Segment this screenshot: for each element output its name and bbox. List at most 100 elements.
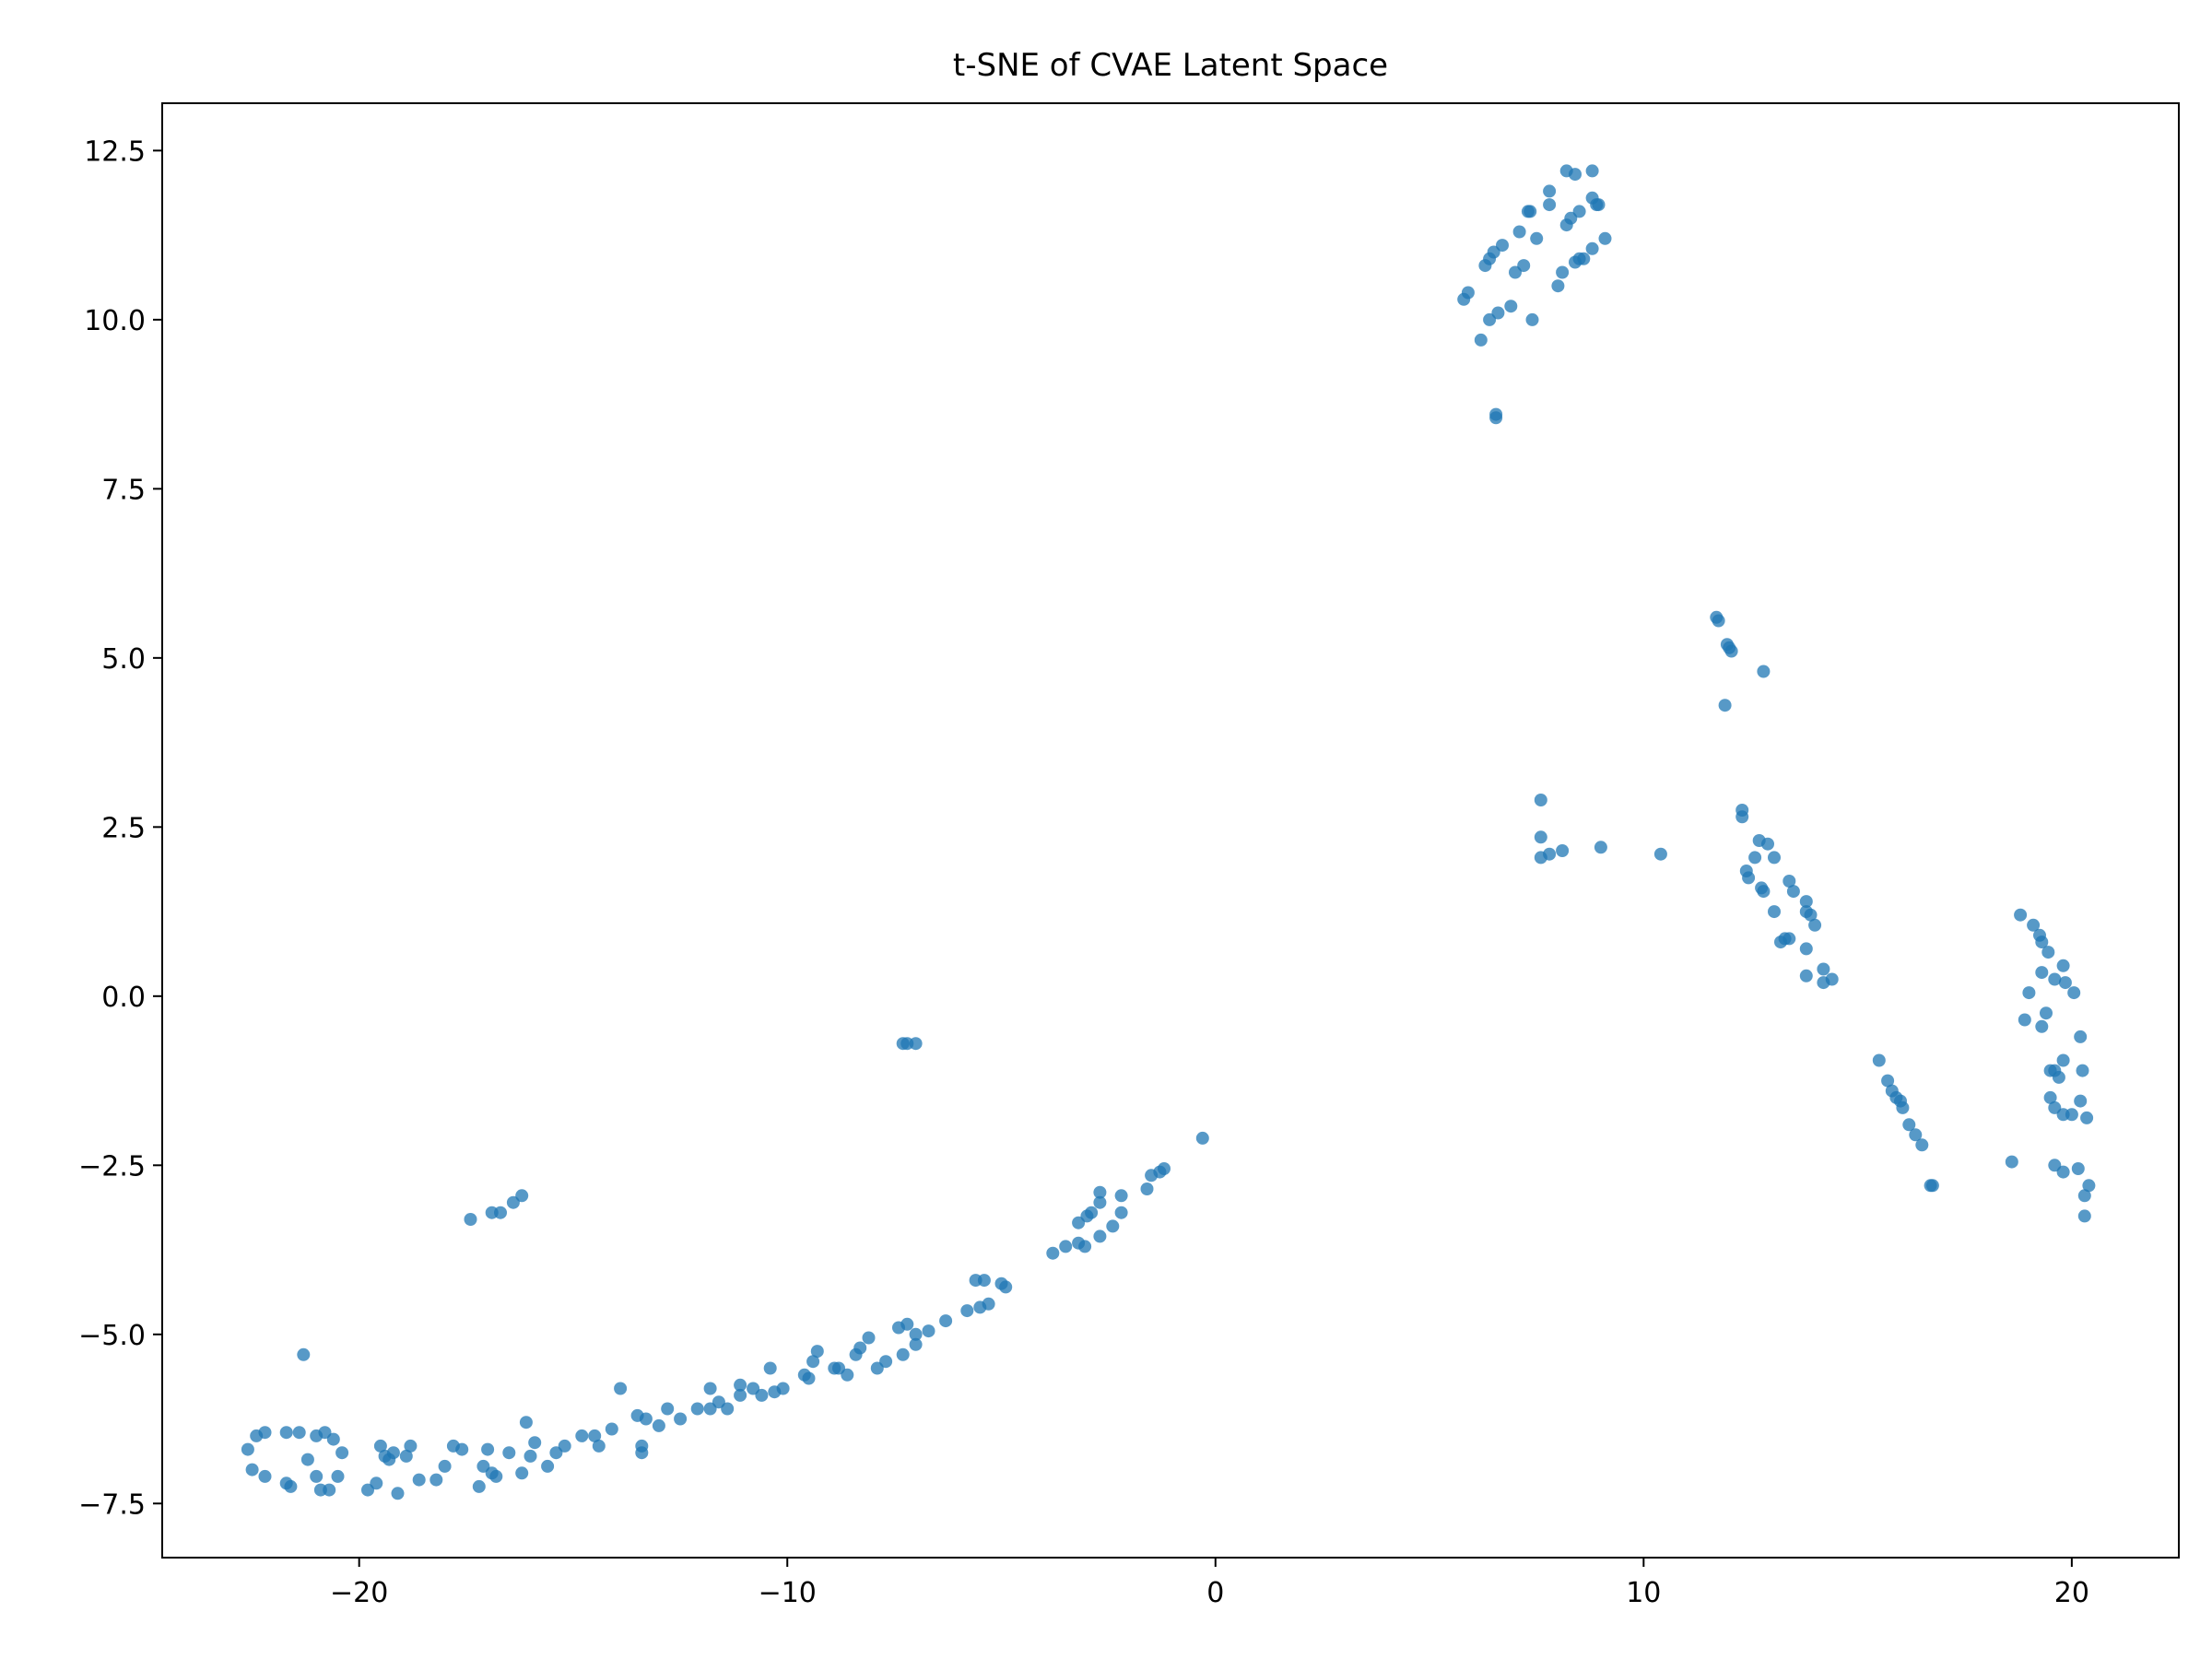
x-tick-label: 10 <box>1626 1577 1661 1609</box>
data-point <box>1474 333 1488 347</box>
data-point <box>1524 205 1537 218</box>
data-point <box>279 1426 293 1440</box>
data-point <box>1902 1118 1916 1132</box>
data-point <box>1085 1206 1099 1219</box>
data-point <box>1534 794 1547 806</box>
data-point <box>734 1388 747 1402</box>
data-point <box>2074 1030 2088 1043</box>
data-point <box>1078 1240 1092 1253</box>
data-point <box>862 1331 876 1345</box>
data-point <box>1140 1182 1154 1195</box>
data-point <box>1059 1240 1073 1253</box>
data-point <box>2014 908 2028 922</box>
data-point <box>558 1439 571 1453</box>
data-point <box>1489 411 1503 425</box>
y-tick-label: 5.0 <box>101 643 146 676</box>
data-point <box>245 1463 259 1477</box>
data-point <box>1114 1206 1128 1219</box>
data-point <box>502 1446 516 1460</box>
data-point <box>258 1426 272 1440</box>
data-point <box>703 1382 717 1395</box>
data-point <box>1585 241 1599 255</box>
data-point <box>1598 231 1612 245</box>
data-point <box>1799 969 1813 982</box>
data-point <box>1896 1100 1910 1114</box>
data-point <box>2052 1070 2065 1084</box>
data-point <box>1768 851 1781 865</box>
data-point <box>1594 841 1607 854</box>
x-axis-ticks: −20 −10 0 10 20 <box>330 1558 2089 1609</box>
data-point <box>399 1449 413 1463</box>
data-point <box>2056 1053 2070 1067</box>
data-point <box>1093 1195 1107 1209</box>
data-point <box>776 1382 790 1395</box>
data-point <box>2048 972 2062 986</box>
data-point <box>806 1355 820 1369</box>
data-point <box>755 1388 769 1402</box>
data-point <box>841 1368 854 1382</box>
data-point <box>674 1412 688 1426</box>
data-point <box>472 1479 486 1493</box>
data-point <box>1712 614 1725 628</box>
data-point <box>528 1436 542 1450</box>
data-point <box>1804 908 1818 922</box>
y-tick-label: 0.0 <box>101 982 146 1014</box>
data-point <box>1556 265 1570 279</box>
data-point <box>690 1402 704 1416</box>
data-point <box>1046 1246 1060 1260</box>
data-point <box>2018 1013 2031 1027</box>
data-point <box>982 1297 995 1311</box>
data-point <box>1512 225 1526 239</box>
data-point <box>541 1459 555 1473</box>
data-point <box>1525 312 1539 326</box>
data-point <box>300 1453 314 1466</box>
x-tick-label: −20 <box>330 1577 388 1609</box>
data-point <box>909 1037 923 1051</box>
data-point <box>896 1347 910 1361</box>
data-point <box>1572 205 1586 218</box>
data-point <box>1799 942 1813 956</box>
data-point <box>909 1337 923 1351</box>
data-point <box>1195 1131 1209 1145</box>
data-point <box>2077 1209 2091 1223</box>
data-point <box>2076 1064 2089 1077</box>
data-point <box>524 1449 537 1463</box>
data-point <box>661 1402 675 1416</box>
data-point <box>519 1416 533 1430</box>
data-point <box>1748 851 1762 865</box>
data-point <box>2041 946 2055 959</box>
data-point <box>721 1402 735 1416</box>
data-point <box>1783 932 1796 946</box>
data-point <box>1915 1138 1929 1152</box>
data-point <box>1925 1179 1939 1193</box>
data-point <box>1585 164 1599 178</box>
data-point <box>292 1426 306 1440</box>
data-point <box>1909 1128 1923 1142</box>
data-point <box>515 1189 529 1203</box>
data-point <box>2071 1162 2085 1175</box>
data-point <box>614 1382 628 1395</box>
data-point <box>310 1469 324 1483</box>
data-point <box>1577 252 1591 265</box>
data-point <box>284 1479 298 1493</box>
data-point <box>1496 239 1509 253</box>
data-point <box>960 1304 974 1318</box>
data-point <box>575 1429 589 1442</box>
plot-frame <box>161 102 2180 1559</box>
data-point <box>879 1355 893 1369</box>
data-point <box>258 1469 272 1483</box>
data-point <box>1881 1074 1895 1088</box>
data-point <box>412 1473 426 1487</box>
data-point <box>734 1378 747 1392</box>
data-point <box>635 1446 649 1460</box>
y-tick-label: 7.5 <box>101 474 146 506</box>
data-point <box>1093 1230 1107 1243</box>
data-point <box>900 1317 914 1331</box>
y-tick-label: −2.5 <box>78 1150 146 1182</box>
data-point <box>370 1477 383 1490</box>
data-point <box>605 1422 618 1436</box>
data-point <box>1783 875 1796 888</box>
y-tick-label: −5.0 <box>78 1320 146 1352</box>
data-point <box>331 1469 345 1483</box>
